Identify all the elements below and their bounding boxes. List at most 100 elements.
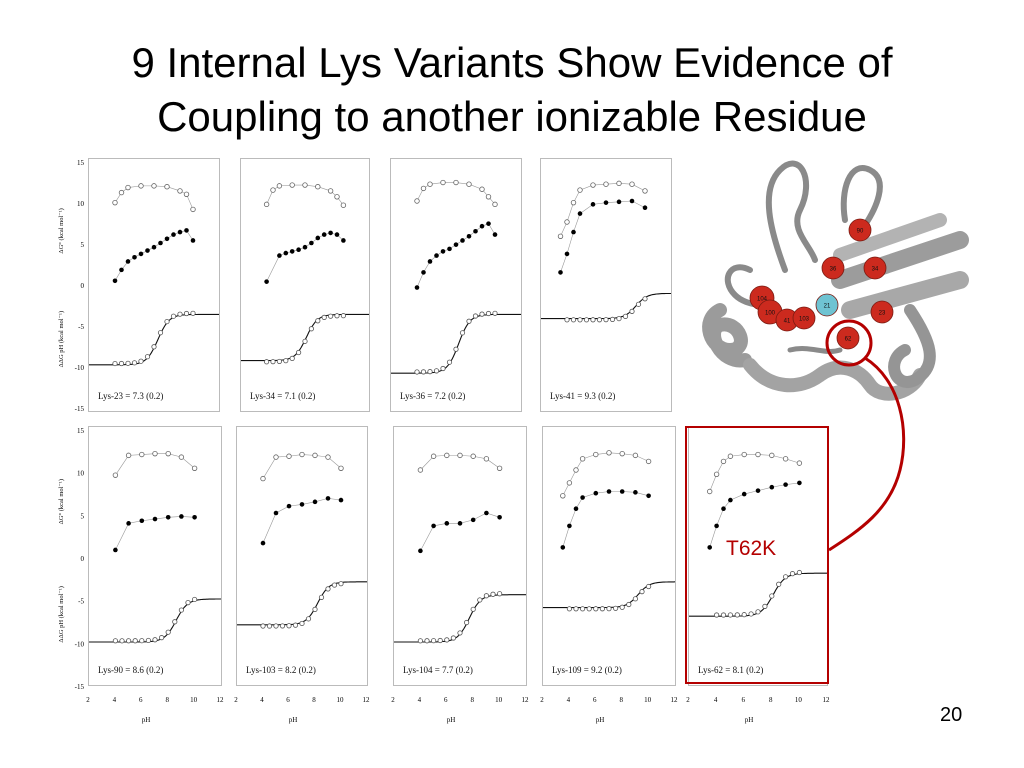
ddg-point <box>720 612 727 618</box>
filled-series-line <box>416 223 496 288</box>
x-tick-label: 12 <box>671 696 679 704</box>
fit-curve <box>391 313 521 374</box>
x-axis-label: pH <box>289 716 298 724</box>
open-point <box>564 219 570 225</box>
y-tick-label: 10 <box>77 470 85 478</box>
ddg-point <box>263 359 270 365</box>
filled-point <box>299 502 305 507</box>
ddg-point <box>626 601 632 608</box>
x-tick-label: 10 <box>644 696 652 704</box>
open-point <box>430 453 437 459</box>
ddg-point <box>579 606 586 612</box>
ddg-point <box>152 637 158 643</box>
ddg-point <box>190 310 196 316</box>
open-point <box>152 450 158 457</box>
open-point <box>590 182 596 188</box>
residue-label: 90 <box>857 229 864 235</box>
ddg-point <box>477 597 483 603</box>
ddg-point <box>566 606 572 612</box>
ddg-point <box>299 620 305 627</box>
ddg-point <box>586 606 592 612</box>
open-series-line <box>562 452 649 496</box>
open-series-line <box>560 183 646 237</box>
y-tick-label: 10 <box>77 200 85 208</box>
filled-point <box>571 229 576 235</box>
ddg-point <box>270 359 276 365</box>
x-tick-label: 8 <box>769 696 773 704</box>
x-tick-label: 12 <box>823 696 831 704</box>
open-point <box>270 187 276 193</box>
y-axis-label-bottom: ΔΔG pH (kcal mol⁻¹) <box>58 311 65 368</box>
x-tick-label: 12 <box>217 696 225 704</box>
filled-point <box>177 229 183 235</box>
loop-top-right <box>840 165 883 228</box>
open-point <box>138 183 144 189</box>
titration-panel: Lys-36 = 7.2 (0.2) <box>390 158 522 412</box>
open-point <box>178 454 185 460</box>
open-point <box>190 206 196 213</box>
x-tick-label: 4 <box>260 696 264 704</box>
x-tick-label: 6 <box>593 696 597 704</box>
filled-point <box>444 521 450 526</box>
open-point <box>645 458 652 465</box>
fit-curve <box>89 313 219 366</box>
titration-plot: Lys-62 = 8.1 (0.2) <box>689 451 827 675</box>
filled-point <box>755 488 761 493</box>
ddg-point <box>417 638 423 644</box>
ddg-point <box>273 623 279 629</box>
filled-point <box>460 238 465 243</box>
filled-point <box>457 521 463 526</box>
filled-series-line <box>562 491 649 548</box>
ddg-point <box>420 369 427 375</box>
filled-point <box>616 199 622 205</box>
open-point <box>151 183 157 189</box>
filled-point <box>164 236 170 242</box>
slide-number: 20 <box>940 704 963 726</box>
open-point <box>338 465 344 471</box>
x-tick-label: 2 <box>234 696 238 704</box>
filled-point <box>484 510 489 516</box>
filled-point <box>112 278 118 284</box>
residue-sphere <box>821 256 845 280</box>
ddg-point <box>164 318 170 325</box>
open-point <box>616 180 622 187</box>
ddg-point <box>583 317 590 323</box>
ddg-point <box>157 330 164 336</box>
ddg-point <box>639 589 645 595</box>
open-point <box>707 488 713 495</box>
residue-sphere <box>870 300 894 324</box>
ddg-point <box>629 308 635 314</box>
ddg-point <box>292 622 299 628</box>
filled-point <box>302 244 308 250</box>
open-point <box>769 452 775 459</box>
ddg-point <box>713 612 720 618</box>
ddg-point <box>138 358 144 364</box>
open-point <box>183 191 190 197</box>
residue-label: 36 <box>830 267 837 273</box>
filled-point <box>629 198 635 204</box>
filled-point <box>260 540 266 546</box>
residue-label: 34 <box>872 267 879 273</box>
ddg-point <box>789 571 796 577</box>
y-tick-label: -10 <box>75 364 85 372</box>
ddg-point <box>762 603 768 609</box>
open-point <box>420 185 427 192</box>
ddg-point <box>603 317 609 323</box>
open-point <box>286 453 292 459</box>
open-point <box>496 465 503 471</box>
ddg-point <box>590 317 596 323</box>
filled-point <box>158 240 163 246</box>
open-point <box>466 181 472 187</box>
ddg-point <box>453 346 459 352</box>
titration-plot: Lys-41 = 9.3 (0.2) <box>541 180 671 401</box>
y-tick-label: -15 <box>75 405 85 413</box>
x-tick-label: 8 <box>165 696 169 704</box>
residue-label: 21 <box>824 304 831 310</box>
residue-sphere <box>848 218 872 242</box>
ddg-point <box>131 360 138 366</box>
filled-point <box>289 249 295 254</box>
panel-label: Lys-34 = 7.1 (0.2) <box>250 391 315 401</box>
filled-point <box>497 515 502 520</box>
ddg-point <box>139 638 145 644</box>
x-tick-label: 6 <box>286 696 290 704</box>
